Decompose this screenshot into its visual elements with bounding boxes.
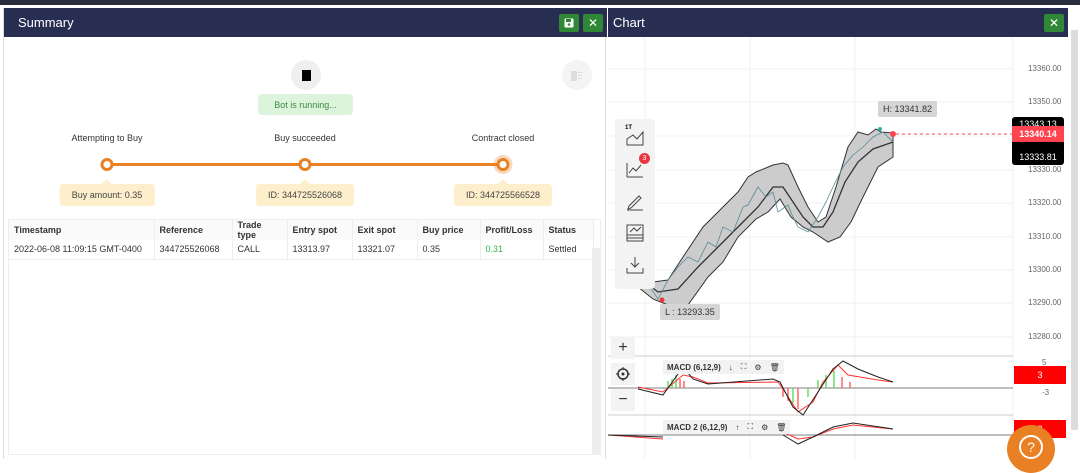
clear-icon	[571, 71, 582, 81]
settings-icon[interactable]: ⚙	[761, 422, 769, 432]
save-icon	[564, 18, 574, 27]
stop-bot-button[interactable]	[291, 60, 321, 90]
summary-panel: Summary ✕ Bot is running... Attempting t…	[3, 8, 607, 459]
step-dot-1	[100, 158, 114, 171]
macd-tick: -3	[1042, 388, 1050, 397]
macd1-toolbar: MACD (6,12,9) ↓ ⛶ ⚙ 🗑	[663, 360, 784, 374]
download-button[interactable]	[625, 255, 645, 275]
chart-type-icon	[626, 130, 644, 146]
contract-id-tooltip: ID: 344725566528	[453, 184, 553, 206]
y-tick: 13310.00	[1028, 232, 1062, 241]
high-label: H: 13341.82	[878, 101, 938, 117]
pencil-icon	[627, 195, 643, 211]
maximize-icon[interactable]: ⛶	[740, 362, 747, 371]
indicators-badge: 3	[639, 153, 650, 164]
settings-icon[interactable]: ⚙	[754, 362, 762, 372]
step-dot-3	[496, 158, 510, 171]
table-scrollbar[interactable]	[592, 248, 600, 454]
y-tick: 13320.00	[1028, 198, 1062, 207]
stop-icon	[301, 69, 311, 81]
col-profit-loss: Profit/Loss	[480, 220, 544, 240]
table-row[interactable]: 2022-06-08 11:09:15 GMT-0400 34472552606…	[9, 240, 594, 260]
macd1-value: 3	[1014, 366, 1066, 384]
buy-id-tooltip: ID: 344725526068	[255, 184, 355, 206]
close-icon: ✕	[1048, 15, 1060, 30]
price-chart	[608, 37, 1014, 459]
cell-buy-price: 0.35	[417, 240, 481, 260]
zoom-out-button[interactable]: −	[611, 389, 635, 411]
y-tick: 13290.00	[1028, 298, 1062, 307]
move-down-icon[interactable]: ↓	[728, 362, 733, 372]
zoom-in-button[interactable]: +	[611, 337, 635, 359]
interval-button[interactable]: 1T	[625, 125, 645, 147]
macd2-label: MACD 2 (6,12,9)	[667, 422, 728, 432]
chart-title: Chart	[613, 15, 645, 30]
maximize-icon[interactable]: ⛶	[747, 422, 754, 431]
bot-status: Bot is running...	[258, 94, 353, 115]
indicators-button[interactable]: 3	[625, 153, 650, 179]
crosshair-icon	[616, 367, 630, 381]
cell-entry-spot: 13313.97	[287, 240, 353, 260]
current-price-tag: 13340.14	[1012, 126, 1064, 142]
template-icon	[626, 224, 644, 242]
col-timestamp: Timestamp	[9, 220, 155, 240]
transactions-table: Timestamp Reference Trade type Entry spo…	[8, 219, 601, 455]
step-label-succeeded: Buy succeeded	[274, 133, 336, 143]
chart-toolbar: 1T 3	[615, 119, 655, 289]
chart-panel: Chart ✕	[608, 8, 1070, 459]
y-tick: 13350.00	[1028, 97, 1062, 106]
step-dot-2	[298, 158, 312, 171]
col-status: Status	[543, 220, 594, 240]
macd1-label: MACD (6,12,9)	[667, 362, 721, 372]
cell-profit-loss: 0.31	[480, 240, 544, 260]
drawing-tools-button[interactable]	[625, 191, 645, 211]
page-scrollbar[interactable]	[1071, 30, 1078, 430]
col-trade-type: Trade type	[232, 220, 288, 240]
table-header-row: Timestamp Reference Trade type Entry spo…	[9, 220, 594, 240]
macd-tick: 5	[1042, 358, 1047, 367]
help-button[interactable]: ?	[1007, 425, 1055, 473]
top-bar	[0, 0, 1080, 5]
y-tick: 13330.00	[1028, 165, 1062, 174]
move-up-icon[interactable]: ↑	[735, 422, 740, 432]
col-exit-spot: Exit spot	[352, 220, 418, 240]
high-price-value: 13343.13	[1019, 119, 1057, 129]
download-icon	[626, 257, 644, 274]
save-button[interactable]	[559, 13, 579, 32]
chart-header: Chart ✕	[608, 8, 1068, 37]
macd2-toolbar: MACD 2 (6,12,9) ↑ ⛶ ⚙ 🗑	[663, 420, 791, 434]
col-reference: Reference	[154, 220, 233, 240]
y-tick: 13300.00	[1028, 265, 1062, 274]
close-chart-button[interactable]: ✕	[1044, 13, 1064, 32]
y-tick: 13280.00	[1028, 332, 1062, 341]
templates-button[interactable]	[625, 223, 645, 243]
summary-title: Summary	[18, 15, 74, 30]
step-label-closed: Contract closed	[471, 133, 535, 143]
col-buy-price: Buy price	[417, 220, 481, 240]
buy-amount-tooltip: Buy amount: 0.35	[59, 184, 155, 206]
clear-stats-button[interactable]	[562, 60, 592, 90]
close-icon: ✕	[587, 15, 599, 30]
summary-header: Summary ✕	[4, 8, 607, 37]
cell-trade-type: CALL	[232, 240, 288, 260]
y-tick: 13360.00	[1028, 64, 1062, 73]
cell-exit-spot: 13321.07	[352, 240, 418, 260]
close-summary-button[interactable]: ✕	[583, 13, 603, 32]
col-entry-spot: Entry spot	[287, 220, 353, 240]
crosshair-button[interactable]	[611, 363, 635, 385]
cell-status: Settled	[543, 240, 594, 260]
cell-timestamp: 2022-06-08 11:09:15 GMT-0400	[9, 240, 155, 260]
low-price-tag: 13333.81	[1019, 152, 1057, 162]
delete-icon[interactable]: 🗑	[776, 422, 787, 432]
indicators-icon	[626, 163, 643, 178]
low-label: L : 13293.35	[660, 304, 720, 320]
step-label-attempting: Attempting to Buy	[71, 133, 143, 143]
interval-label: 1T	[625, 125, 633, 131]
cell-reference: 344725526068	[154, 240, 233, 260]
help-icon: ?	[1019, 435, 1043, 459]
delete-icon[interactable]: 🗑	[769, 362, 780, 372]
chart-canvas[interactable]: 13360.00 13350.00 13330.00 13320.00 1331…	[608, 37, 1070, 459]
